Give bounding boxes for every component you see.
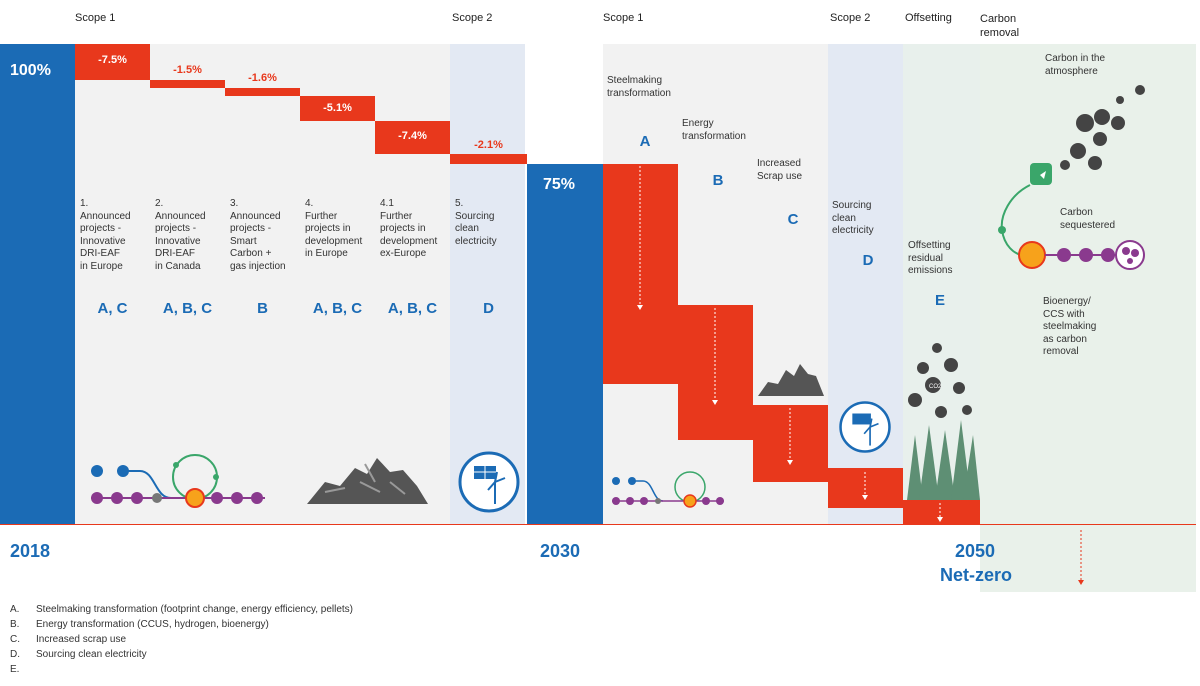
bioenergy-label: Bioenergy/ CCS with steelmaking as carbo…	[1043, 296, 1097, 357]
panel-scope2-2030	[450, 44, 525, 524]
step-letters: A, C	[97, 300, 128, 317]
scope-label: Scope 1	[75, 12, 116, 24]
legend-item: B. Energy transformation (CCUS, hydrogen,…	[10, 619, 269, 630]
value-2030: 75%	[543, 176, 576, 193]
bar-2030	[527, 164, 603, 524]
step-pct: -7.4%	[398, 130, 427, 142]
scope-label: Scope 1	[603, 12, 644, 24]
step-desc: 4. Further projects in development in Eu…	[305, 198, 363, 259]
step-letters: A, B, C	[312, 300, 363, 317]
step-bar	[300, 96, 375, 121]
step-desc: Increased Scrap use	[757, 158, 803, 182]
step-pct: -7.5%	[98, 54, 127, 66]
step-letter: C	[787, 211, 799, 228]
step-bar	[150, 80, 225, 88]
step-bar	[75, 44, 150, 80]
legend-item: C. Increased scrap use	[10, 634, 127, 645]
steel-process-icon	[91, 454, 265, 508]
legend: A. Steelmaking transformation (footprint …	[10, 604, 610, 679]
year-2050: 2050	[955, 541, 996, 561]
step-pct: -1.5%	[173, 64, 202, 76]
step-bar	[225, 88, 300, 96]
step-desc: 4.1 Further projects in development ex-E…	[380, 198, 438, 259]
forest-co2-icon: CO2	[907, 343, 980, 500]
reduction-arrows	[637, 166, 1084, 585]
step-letter: A	[639, 133, 651, 150]
year-2030: 2030	[540, 541, 581, 561]
scrap-pile-icon-small	[758, 364, 824, 396]
step-desc: Sourcing clean electricity	[832, 200, 874, 236]
scope-label: Offsetting	[905, 12, 952, 24]
step-letters: B	[257, 300, 268, 317]
step-bar	[450, 154, 527, 164]
carbon-cycle-icon	[998, 85, 1145, 270]
step-letter: B	[712, 172, 724, 189]
carbon-sequestered-label: Carbon sequestered	[1060, 207, 1116, 231]
step-pct: -5.1%	[323, 102, 352, 114]
step-desc: 2. Announced projects - Innovative DRI-E…	[155, 198, 206, 272]
clean-electricity-icon	[458, 451, 520, 513]
legend-item: A. Steelmaking transformation (footprint …	[10, 604, 354, 615]
scope-label: Carbon removal	[980, 13, 1020, 40]
year-2018: 2018	[10, 541, 51, 561]
clean-electricity-icon-small	[839, 401, 891, 453]
steel-process-icon-small	[612, 471, 724, 508]
step-desc: Offsetting residual emissions	[908, 240, 953, 276]
step-desc: Energy transformation	[682, 118, 746, 142]
step-letter: D	[862, 252, 874, 269]
baseline	[0, 524, 1196, 525]
co2-label: CO2	[929, 384, 942, 390]
step-desc: 5. Sourcing clean electricity	[455, 198, 497, 247]
step-desc: 1. Announced projects - Innovative DRI-E…	[80, 198, 131, 272]
scope-label: Scope 2	[452, 12, 493, 24]
step-pct: -1.6%	[248, 72, 277, 84]
step-letters: D	[483, 300, 494, 317]
legend-item: E.	[10, 664, 20, 675]
scope-label: Scope 2	[830, 12, 871, 24]
step-desc: 3. Announced projects - Smart Carbon + g…	[230, 198, 286, 272]
carbon-atmosphere-label: Carbon in the atmosphere	[1045, 53, 1106, 77]
step-pct: -2.1%	[474, 139, 503, 151]
value-2018: 100%	[10, 62, 51, 79]
bar-2018	[0, 44, 75, 524]
step-desc: Steelmaking transformation	[607, 75, 671, 99]
panel-carbon-removal	[980, 44, 1196, 592]
step-bar	[375, 121, 450, 154]
step-letters: A, B, C	[162, 300, 213, 317]
scrap-pile-icon	[307, 458, 428, 504]
step-letters: A, B, C	[387, 300, 438, 317]
net-zero-label: Net-zero	[940, 565, 1013, 585]
step-bar	[903, 500, 980, 524]
legend-item: D. Sourcing clean electricity	[10, 649, 147, 660]
step-letter: E	[934, 292, 945, 309]
